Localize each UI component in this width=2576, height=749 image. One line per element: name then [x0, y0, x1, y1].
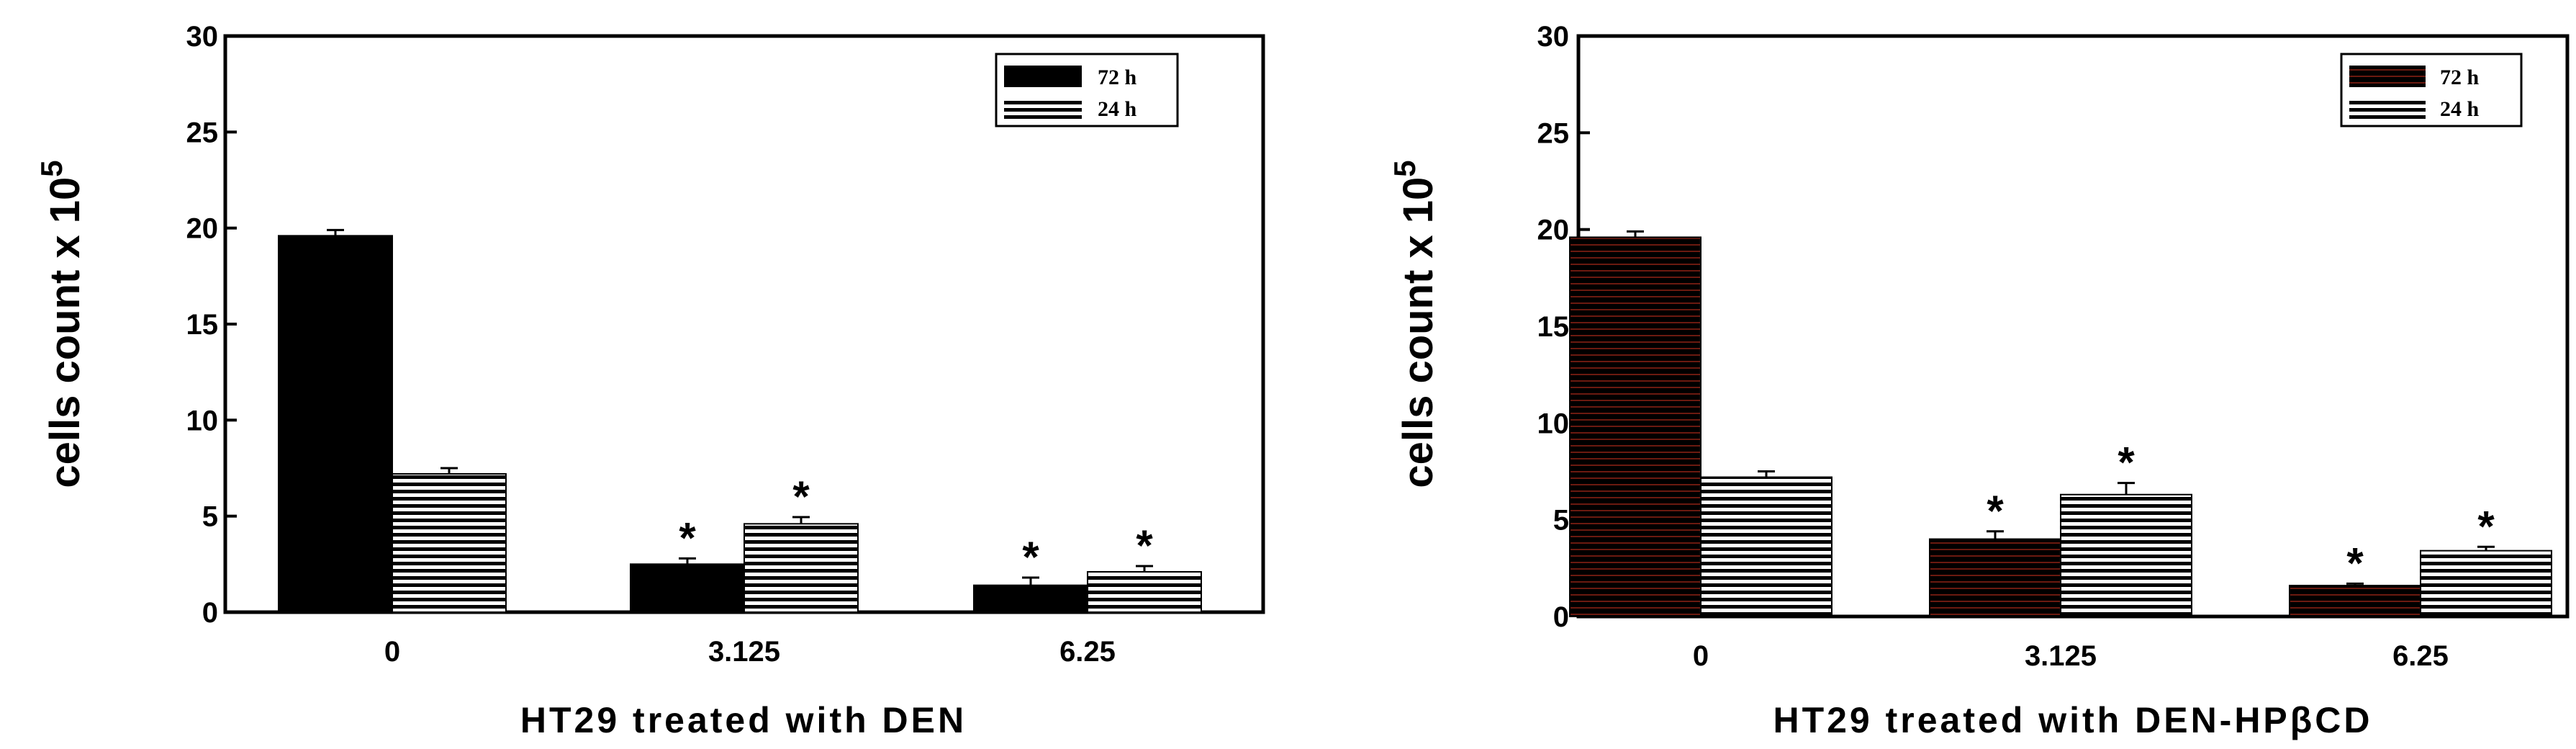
x-tick-label: 6.25	[1059, 636, 1116, 668]
significance-marker: *	[679, 513, 696, 562]
legend-swatch-24h	[2349, 97, 2426, 119]
bar-72h-0	[278, 235, 393, 614]
chart-panel-2: 0 5 10 15 20 25 30 0 3.125 6.25 * * * * cells count …	[1388, 21, 2570, 740]
bar-24h-3.125	[744, 523, 859, 613]
y-tick-label: 0	[202, 597, 218, 629]
legend-label-72h: 72 h	[1098, 66, 1137, 89]
y-tick-label: 20	[1537, 215, 1570, 246]
x-tick-label: 6.25	[2392, 640, 2449, 672]
chart-panel-1: 0 5 10 15 20 25 30 0 3.125 6.25 * * * * cells count …	[35, 21, 1265, 740]
y-tick-label: 0	[1553, 601, 1569, 633]
y-tick-label: 30	[186, 21, 219, 53]
y-tick-label: 5	[202, 501, 218, 533]
bar-72h-6.25	[973, 584, 1088, 614]
legend-label-72h: 72 h	[2440, 66, 2480, 89]
x-tick-label: 0	[1693, 640, 1709, 672]
significance-marker: *	[2346, 539, 2364, 587]
significance-marker: *	[1022, 533, 1039, 581]
y-tick-label: 10	[1537, 408, 1570, 439]
x-tick-label: 0	[384, 636, 400, 668]
x-axis-label: HT29 treated with DEN	[520, 700, 967, 740]
y-tick-label: 5	[1553, 505, 1569, 537]
bars: * * * *	[1569, 230, 2552, 617]
legend: 72 h 24 h	[2340, 53, 2523, 127]
y-axis: 0 5 10 15 20 25 30 0 3.125 6.25	[1537, 21, 2449, 672]
bar-72h-0	[1569, 236, 1701, 617]
y-axis-label: cells count x 105	[35, 160, 89, 488]
significance-marker: *	[2118, 439, 2135, 487]
significance-marker: *	[792, 472, 810, 521]
y-tick-label: 15	[186, 309, 219, 341]
y-tick-label: 15	[1537, 311, 1570, 343]
significance-marker: *	[2477, 502, 2495, 550]
legend: 72 h 24 h	[995, 53, 1179, 127]
bar-24h-6.25	[2420, 550, 2552, 617]
bar-72h-3.125	[630, 563, 745, 613]
significance-marker: *	[1136, 521, 1153, 570]
legend-swatch-72h	[2349, 66, 2426, 87]
y-tick-label: 30	[1537, 21, 1570, 53]
y-tick-label: 10	[186, 405, 219, 436]
bar-72h-3.125	[1929, 538, 2061, 617]
legend-swatch-72h	[1004, 66, 1082, 87]
legend-label-24h: 24 h	[2440, 97, 2480, 121]
y-tick-label: 20	[186, 213, 219, 245]
bar-24h-0	[1700, 476, 1832, 617]
bars: * * * *	[278, 228, 1202, 614]
bar-24h-3.125	[2060, 493, 2192, 617]
bar-72h-6.25	[2289, 585, 2421, 617]
y-axis: 0 5 10 15 20 25 30 0 3.125 6.25	[186, 21, 1116, 668]
legend-label-24h: 24 h	[1098, 97, 1137, 121]
y-axis-label: cells count x 105	[1388, 160, 1442, 488]
x-tick-label: 3.125	[708, 636, 780, 668]
significance-marker: *	[1987, 487, 2004, 535]
x-tick-label: 3.125	[2025, 640, 2097, 672]
x-axis-label: HT29 treated with DEN-HPβCD	[1773, 700, 2372, 740]
y-tick-label: 25	[1537, 117, 1570, 149]
legend-swatch-24h	[1004, 97, 1082, 119]
bar-24h-6.25	[1087, 571, 1202, 613]
y-tick-label: 25	[186, 117, 219, 148]
bar-24h-0	[392, 473, 507, 613]
